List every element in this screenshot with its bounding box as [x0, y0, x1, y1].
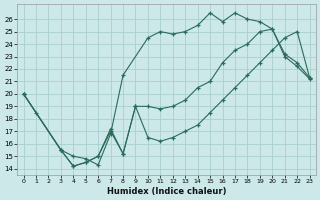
- X-axis label: Humidex (Indice chaleur): Humidex (Indice chaleur): [107, 187, 226, 196]
